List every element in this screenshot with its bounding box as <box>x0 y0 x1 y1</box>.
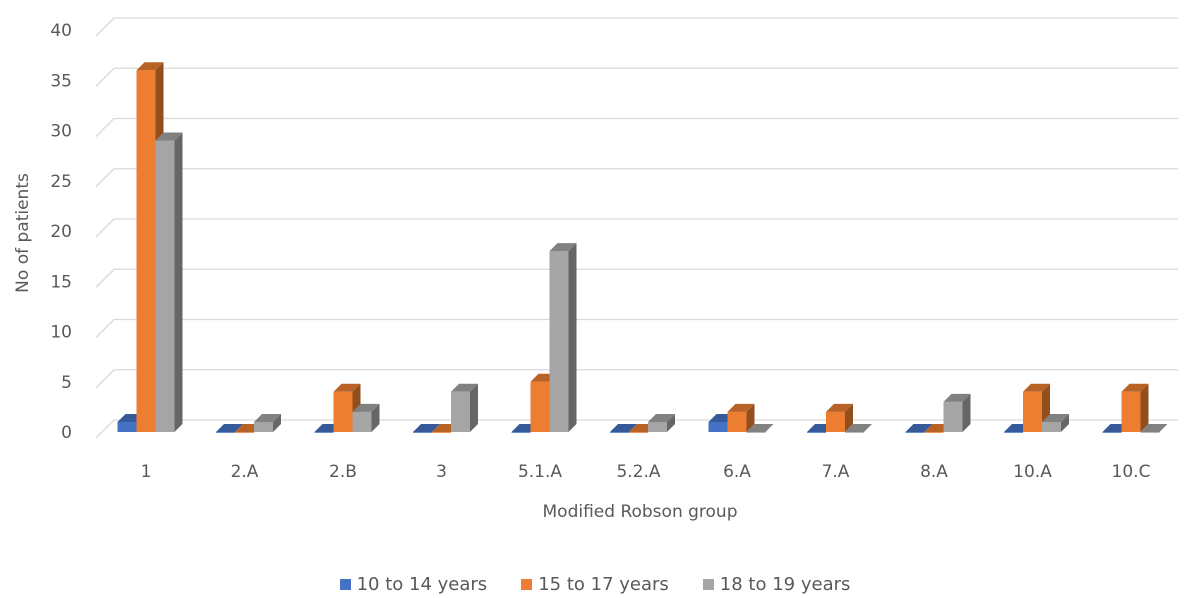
bar <box>648 413 675 432</box>
bar <box>549 243 577 432</box>
bars <box>117 62 1168 433</box>
legend-swatch-series-2 <box>521 579 533 590</box>
bar <box>451 383 478 432</box>
bar <box>746 424 774 433</box>
x-tick-label: 2.B <box>329 462 357 482</box>
legend-label-series-2: 15 to 17 years <box>538 574 669 595</box>
legend: 10 to 14 years 15 to 17 years 18 to 19 y… <box>0 574 1190 595</box>
gridline <box>95 318 1178 338</box>
bar <box>1042 413 1069 432</box>
gridline <box>95 117 1178 137</box>
bar <box>1140 424 1168 433</box>
x-tick-label: 10.C <box>1112 462 1151 482</box>
gridline <box>95 67 1178 87</box>
y-tick-label: 25 <box>50 172 72 192</box>
y-tick-label: 5 <box>61 373 72 393</box>
legend-swatch-series-1 <box>339 579 351 590</box>
x-tick-label: 5.1.A <box>518 462 562 482</box>
x-tick-label: 6.A <box>723 462 751 482</box>
y-tick-label: 15 <box>50 272 72 292</box>
x-tick-label: 7.A <box>822 462 850 482</box>
gridline <box>95 17 1178 37</box>
bar <box>352 403 380 432</box>
bar <box>1121 383 1149 432</box>
y-tick-label: 30 <box>50 122 72 142</box>
bar <box>216 424 243 433</box>
bar <box>610 424 637 433</box>
legend-item-series-2: 15 to 17 years <box>521 574 669 595</box>
y-axis-ticks: 0 5 10 15 20 25 30 35 40 <box>50 21 72 443</box>
x-tick-label: 8.A <box>920 462 948 482</box>
bar <box>845 424 872 433</box>
y-tick-label: 35 <box>50 71 72 91</box>
y-tick-label: 0 <box>61 423 72 443</box>
bar <box>254 413 281 432</box>
x-axis-title: Modified Robson group <box>543 502 738 522</box>
x-tick-label: 3 <box>436 462 447 482</box>
legend-item-series-1: 10 to 14 years <box>339 574 488 595</box>
gridline <box>95 268 1178 288</box>
gridline <box>95 218 1178 238</box>
legend-swatch-series-3 <box>702 579 714 590</box>
bar <box>943 393 971 432</box>
bar <box>413 424 440 433</box>
y-axis-title: No of patients <box>13 173 33 293</box>
legend-label-series-1: 10 to 14 years <box>356 574 488 595</box>
y-tick-label: 40 <box>50 21 72 41</box>
x-tick-label: 1 <box>141 462 152 482</box>
bar <box>155 132 183 433</box>
bar <box>905 424 933 433</box>
gridline <box>95 419 1178 439</box>
x-axis-ticks: 1 2.A 2.B 3 5.1.A 5.2.A 6.A 7.A 8.A 10.A 10.C <box>141 462 1151 482</box>
y-tick-label: 10 <box>50 323 72 343</box>
gridline <box>95 369 1178 389</box>
bar <box>826 403 853 432</box>
x-tick-label: 5.2.A <box>616 462 660 482</box>
bar <box>727 403 755 432</box>
y-tick-label: 20 <box>50 222 72 242</box>
gridlines <box>95 17 1178 439</box>
x-tick-label: 10.A <box>1013 462 1052 482</box>
legend-item-series-3: 18 to 19 years <box>702 574 851 595</box>
x-tick-label: 2.A <box>231 462 259 482</box>
legend-label-series-3: 18 to 19 years <box>719 574 851 595</box>
gridline <box>95 168 1178 188</box>
